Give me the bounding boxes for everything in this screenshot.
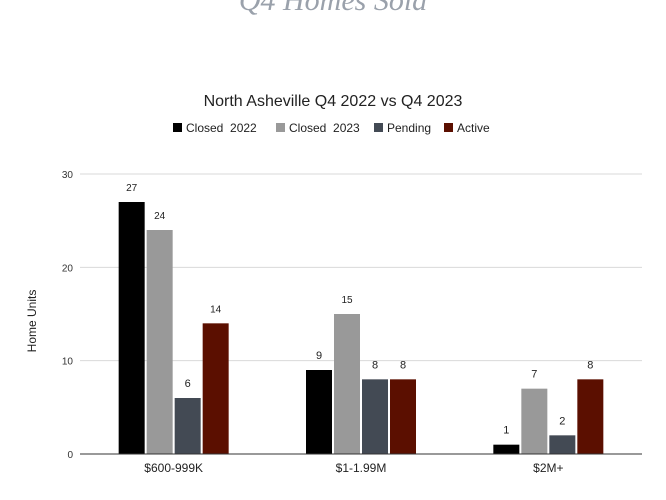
- y-tick-label: 10: [62, 357, 74, 368]
- bar: [493, 444, 520, 454]
- bar: [521, 388, 548, 454]
- legend-swatch: [173, 123, 182, 132]
- legend-swatch: [444, 123, 453, 132]
- y-tick-label: 20: [62, 263, 74, 274]
- data-label: 8: [587, 359, 593, 371]
- data-label: 8: [372, 359, 378, 371]
- bar: [549, 435, 576, 454]
- chart-title: North Asheville Q4 2022 vs Q4 2023: [204, 93, 463, 110]
- x-axis-ticks: $600-999K $1-1.99M $2M+: [144, 461, 563, 475]
- bar: [306, 370, 332, 454]
- y-axis-ticks: 0 10 20 30: [62, 170, 74, 461]
- gridlines: [80, 173, 642, 362]
- data-label: 7: [531, 369, 537, 381]
- bar: [118, 202, 145, 454]
- legend-label: Closed 2023: [289, 121, 360, 135]
- data-label: 6: [185, 378, 191, 390]
- y-axis-label: Home Units: [25, 290, 39, 353]
- bar: [174, 398, 201, 454]
- data-label: 2: [559, 415, 565, 427]
- bar: [390, 379, 416, 454]
- legend-label: Active: [457, 121, 490, 135]
- bar: [362, 379, 388, 454]
- page-heading: Q4 Homes Sold: [238, 0, 428, 17]
- bar: [146, 230, 173, 454]
- legend-swatch: [374, 123, 383, 132]
- bars: [118, 202, 604, 454]
- x-tick-label: $600-999K: [144, 461, 203, 475]
- bar: [202, 323, 229, 454]
- y-tick-label: 30: [62, 170, 74, 181]
- data-label: 15: [341, 295, 353, 306]
- y-tick-label: 0: [67, 450, 73, 461]
- legend-label: Closed 2022: [186, 121, 257, 135]
- data-label: 1: [503, 425, 509, 437]
- data-label: 24: [154, 211, 166, 222]
- x-tick-label: $1-1.99M: [336, 461, 387, 475]
- data-label: 9: [316, 350, 322, 362]
- legend: Closed 2022 Closed 2023 Pending Active: [173, 121, 490, 135]
- data-label: 8: [400, 359, 406, 371]
- bar: [334, 314, 360, 454]
- data-label: 14: [210, 304, 222, 315]
- bar: [577, 379, 604, 454]
- legend-swatch: [276, 123, 285, 132]
- legend-label: Pending: [387, 121, 431, 135]
- x-tick-label: $2M+: [533, 461, 563, 475]
- data-labels: 27 24 6 14 9 15 8 8 1 7 2 8: [126, 183, 593, 437]
- data-label: 27: [126, 183, 138, 194]
